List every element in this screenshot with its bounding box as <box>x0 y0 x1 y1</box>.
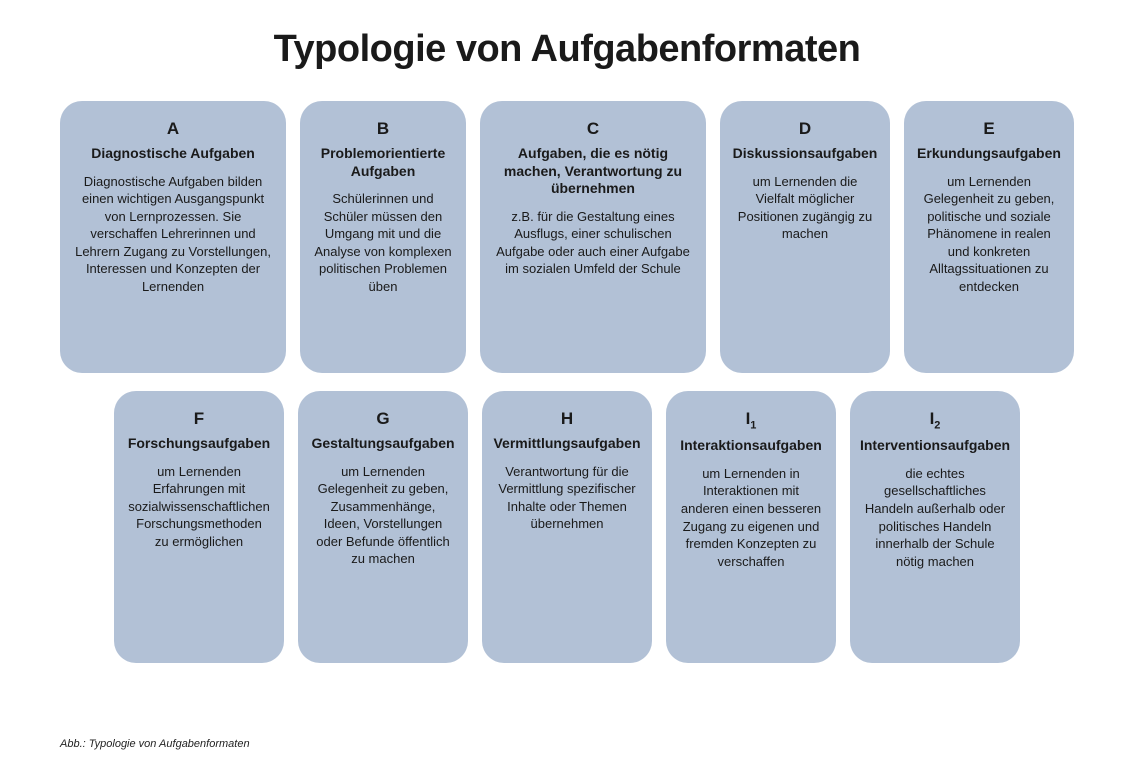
card-body: um Lernenden Gelegenheit zu geben, polit… <box>918 173 1060 296</box>
card-d: D Diskussionsaufgaben um Lernenden die V… <box>720 101 890 373</box>
card-body: die echtes gesellschaftliches Handeln au… <box>864 465 1006 570</box>
card-rows: A Diagnostische Aufgaben Diagnostische A… <box>60 101 1074 663</box>
card-subtitle: Diagnostische Aufgaben <box>91 145 255 163</box>
card-body: Verantwortung für die Vermittlung spezif… <box>496 463 638 533</box>
card-letter: F <box>194 409 204 429</box>
card-letter-sub: 2 <box>934 419 940 431</box>
card-body: z.B. für die Gestaltung eines Ausflugs, … <box>494 208 692 278</box>
card-body: um Lernenden Gelegenheit zu geben, Zusam… <box>312 463 454 568</box>
card-body: Schülerinnen und Schüler müssen den Umga… <box>314 190 452 295</box>
card-f: F Forschungsaufgaben um Lernenden Erfahr… <box>114 391 284 663</box>
card-a: A Diagnostische Aufgaben Diagnostische A… <box>60 101 286 373</box>
card-subtitle: Forschungsaufgaben <box>128 435 270 453</box>
card-subtitle: Interventionsaufgaben <box>860 437 1010 455</box>
card-body: Diagnostische Aufgaben bilden einen wich… <box>74 173 272 296</box>
card-subtitle: Vermittlungsaufgaben <box>493 435 640 453</box>
row-2: F Forschungsaufgaben um Lernenden Erfahr… <box>60 391 1074 663</box>
figure-caption: Abb.: Typologie von Aufgabenformaten <box>60 738 250 750</box>
card-g: G Gestaltungsaufgaben um Lernenden Geleg… <box>298 391 468 663</box>
card-letter: B <box>377 119 389 139</box>
card-h: H Vermittlungsaufgaben Verantwortung für… <box>482 391 652 663</box>
card-c: C Aufgaben, die es nötig machen, Verantw… <box>480 101 706 373</box>
card-b: B Problemorientierte Aufgaben Schülerinn… <box>300 101 466 373</box>
card-letter: G <box>376 409 389 429</box>
card-body: um Lernenden in Interaktionen mit andere… <box>680 465 822 570</box>
card-letter: A <box>167 119 179 139</box>
row-1: A Diagnostische Aufgaben Diagnostische A… <box>60 101 1074 373</box>
card-letter-sub: 1 <box>750 419 756 431</box>
card-letter: E <box>983 119 994 139</box>
card-i2: I2 Interventionsaufgaben die echtes gese… <box>850 391 1020 663</box>
card-subtitle: Interaktionsaufgaben <box>680 437 822 455</box>
card-body: um Lernenden Erfahrungen mit sozialwisse… <box>128 463 270 551</box>
page-title: Typologie von Aufgabenformaten <box>60 28 1074 71</box>
card-subtitle: Gestaltungsaufgaben <box>311 435 454 453</box>
card-letter: D <box>799 119 811 139</box>
card-letter: C <box>587 119 599 139</box>
card-i1: I1 Interaktionsaufgaben um Lernenden in … <box>666 391 836 663</box>
card-subtitle: Aufgaben, die es nötig machen, Verantwor… <box>494 145 692 198</box>
card-subtitle: Erkundungsaufgaben <box>917 145 1061 163</box>
page: Typologie von Aufgabenformaten A Diagnos… <box>0 0 1134 768</box>
card-subtitle: Diskussionsaufgaben <box>733 145 878 163</box>
card-letter: I1 <box>746 409 757 431</box>
card-body: um Lernenden die Vielfalt möglicher Posi… <box>734 173 876 243</box>
card-letter: H <box>561 409 573 429</box>
card-e: E Erkundungsaufgaben um Lernenden Gelege… <box>904 101 1074 373</box>
card-letter: I2 <box>930 409 941 431</box>
card-subtitle: Problemorientierte Aufgaben <box>314 145 452 180</box>
